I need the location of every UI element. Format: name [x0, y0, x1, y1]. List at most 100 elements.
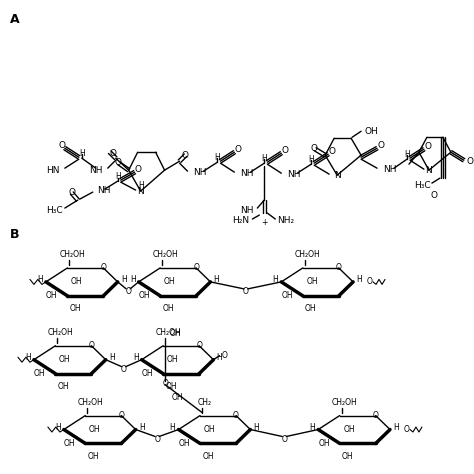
Text: H: H	[79, 149, 85, 158]
Text: O: O	[328, 147, 336, 156]
Text: OH: OH	[71, 277, 82, 286]
Text: O: O	[68, 188, 75, 197]
Text: OH: OH	[169, 329, 181, 338]
Text: O: O	[100, 264, 106, 273]
Text: H: H	[133, 353, 138, 362]
Text: H: H	[25, 353, 31, 362]
Text: HN: HN	[46, 166, 60, 174]
Text: H: H	[138, 181, 144, 190]
Text: H₃C: H₃C	[46, 206, 63, 215]
Text: H: H	[310, 423, 315, 432]
Text: OH: OH	[364, 127, 378, 136]
Text: OH: OH	[138, 292, 150, 301]
Text: O: O	[467, 157, 474, 166]
Text: O: O	[162, 379, 168, 388]
Text: O: O	[181, 151, 188, 160]
Text: O: O	[377, 141, 384, 150]
Text: N: N	[334, 171, 341, 180]
Text: O: O	[424, 142, 431, 151]
Text: O: O	[58, 141, 65, 150]
Text: NH: NH	[240, 206, 254, 215]
Text: O: O	[235, 145, 242, 154]
Text: H: H	[55, 423, 61, 432]
Text: OH: OH	[58, 382, 69, 391]
Text: NH: NH	[89, 166, 103, 174]
Text: O: O	[125, 287, 131, 296]
Text: OH: OH	[164, 277, 175, 286]
Text: O: O	[310, 144, 318, 153]
Text: OH: OH	[179, 439, 190, 448]
Text: OH: OH	[343, 425, 355, 434]
Text: O: O	[121, 365, 127, 374]
Text: OH: OH	[167, 355, 178, 364]
Text: OH: OH	[202, 452, 214, 461]
Text: N: N	[137, 187, 144, 196]
Text: OH: OH	[59, 355, 71, 364]
Text: OH: OH	[34, 369, 46, 378]
Text: OH: OH	[172, 393, 183, 402]
Text: O: O	[196, 341, 202, 350]
Text: OH: OH	[70, 304, 81, 313]
Text: H: H	[309, 155, 314, 164]
Text: OH: OH	[88, 452, 99, 461]
Text: B: B	[10, 228, 19, 241]
Text: N: N	[426, 166, 432, 174]
Text: O: O	[373, 411, 379, 420]
Text: CH₂OH: CH₂OH	[47, 328, 73, 337]
Text: O: O	[243, 287, 249, 296]
Text: H: H	[109, 353, 115, 362]
Text: H: H	[130, 275, 136, 284]
Text: CH₂: CH₂	[198, 398, 212, 407]
Text: A: A	[10, 13, 19, 26]
Text: H: H	[393, 423, 399, 432]
Text: O: O	[109, 149, 116, 158]
Text: OH: OH	[165, 382, 177, 391]
Text: H₃C: H₃C	[414, 181, 431, 190]
Text: CH₂OH: CH₂OH	[77, 398, 103, 407]
Text: H: H	[139, 423, 145, 432]
Text: H: H	[356, 275, 362, 284]
Text: O: O	[430, 191, 438, 200]
Text: OH: OH	[306, 277, 318, 286]
Text: O: O	[134, 164, 141, 173]
Text: O: O	[282, 435, 287, 444]
Text: NH: NH	[193, 168, 207, 177]
Text: NH: NH	[383, 164, 397, 173]
Text: H: H	[214, 275, 219, 284]
Text: H: H	[37, 275, 43, 284]
Text: H: H	[170, 423, 175, 432]
Text: OH: OH	[281, 292, 293, 301]
Text: O: O	[221, 351, 228, 360]
Text: H: H	[273, 275, 278, 284]
Text: H: H	[217, 353, 222, 362]
Text: NH: NH	[240, 169, 254, 178]
Text: O: O	[114, 158, 121, 167]
Text: H₂N: H₂N	[232, 216, 249, 225]
Text: CH₂OH: CH₂OH	[332, 398, 357, 407]
Text: OH: OH	[142, 369, 153, 378]
Text: O: O	[154, 435, 160, 444]
Text: O: O	[89, 341, 94, 350]
Text: O: O	[367, 277, 373, 286]
Text: CH₂OH: CH₂OH	[60, 250, 85, 259]
Text: OH: OH	[342, 452, 354, 461]
Text: NH: NH	[97, 186, 110, 195]
Text: NH: NH	[287, 170, 301, 179]
Text: H: H	[254, 423, 259, 432]
Text: OH: OH	[305, 304, 317, 313]
Text: OH: OH	[64, 439, 75, 448]
Text: OH: OH	[318, 439, 330, 448]
Text: O: O	[336, 264, 342, 273]
Text: OH: OH	[89, 425, 100, 434]
Text: O: O	[404, 425, 410, 434]
Text: OH: OH	[46, 292, 57, 301]
Text: NH₂: NH₂	[277, 216, 294, 225]
Text: CH₂OH: CH₂OH	[155, 328, 181, 337]
Text: OH: OH	[163, 304, 174, 313]
Text: O: O	[118, 411, 124, 420]
Text: CH₂OH: CH₂OH	[295, 250, 321, 259]
Text: H: H	[215, 153, 220, 162]
Text: OH: OH	[204, 425, 215, 434]
Text: CH₂OH: CH₂OH	[152, 250, 178, 259]
Text: O: O	[193, 264, 199, 273]
